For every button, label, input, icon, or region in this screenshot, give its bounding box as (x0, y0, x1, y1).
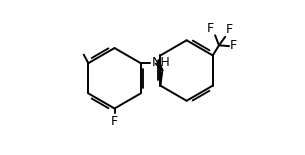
Text: F: F (111, 115, 118, 128)
Text: F: F (225, 23, 233, 36)
Text: NH: NH (152, 56, 171, 69)
Text: F: F (229, 39, 236, 52)
Text: F: F (207, 22, 214, 35)
